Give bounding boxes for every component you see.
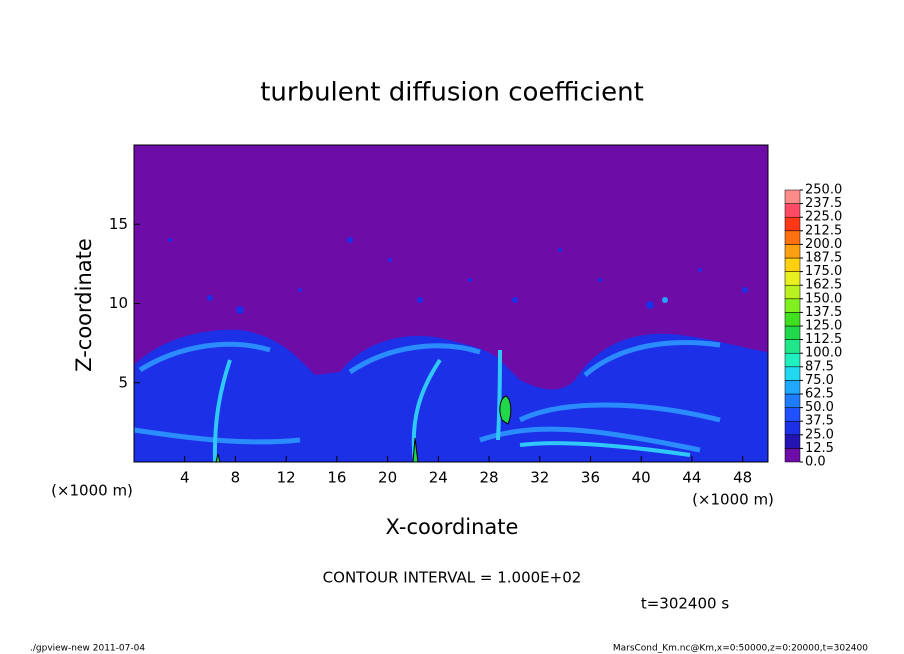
y-tick-label: 10	[109, 294, 128, 312]
colorbar-band	[784, 352, 801, 368]
colorbar-band	[784, 434, 801, 449]
colorbar-band	[784, 189, 801, 204]
y-tick-label: 15	[109, 215, 128, 233]
colorbar-label: 250.0	[805, 183, 842, 198]
x-tick-label: 20	[378, 469, 397, 487]
colorbar-label: 137.5	[805, 305, 842, 320]
y-tick-label: 5	[118, 373, 128, 391]
x-tick-label: 48	[733, 469, 752, 487]
contour-interval: CONTOUR INTERVAL = 1.000E+02	[323, 569, 582, 587]
colorbar-label: 37.5	[805, 414, 834, 429]
field-dots	[168, 237, 748, 314]
x-tick-label: 40	[632, 469, 651, 487]
colorbar-band	[784, 393, 801, 408]
colorbar-label: 62.5	[805, 387, 834, 402]
colorbar-band	[784, 366, 801, 381]
colorbar-band	[784, 312, 801, 327]
time-label: t=302400 s	[641, 595, 729, 613]
colorbar-label: 25.0	[805, 427, 834, 442]
x-tick-label: 24	[429, 469, 448, 487]
colorbar-label: 12.5	[805, 441, 834, 456]
colorbar-label: 162.5	[805, 278, 842, 293]
colorbar-band	[784, 203, 801, 218]
x-tick-label: 4	[180, 469, 190, 487]
colorbar-band	[784, 380, 801, 395]
x-unit-label: (×1000 m)	[692, 491, 774, 509]
colorbar-label: 75.0	[805, 373, 834, 388]
colorbar-band	[784, 244, 801, 259]
colorbar-label: 0.0	[805, 455, 826, 470]
colorbar-band	[784, 271, 801, 286]
colorbar-label: 200.0	[805, 237, 842, 252]
field	[133, 144, 769, 463]
chart-title: turbulent diffusion coefficient	[260, 78, 644, 108]
x-tick-label: 44	[682, 469, 701, 487]
colorbar-band	[784, 325, 801, 340]
x-tick-label: 16	[327, 469, 346, 487]
colorbar-band	[784, 407, 801, 422]
colorbar-band	[784, 257, 801, 272]
footer-right: MarsCond_Km.nc@Km,x=0:50000,z=0:20000,t=…	[613, 644, 868, 654]
colorbar-band	[784, 339, 801, 354]
colorbar-label: 175.0	[805, 264, 842, 279]
footer-left: ./gpview-new 2011-07-04	[30, 644, 145, 654]
colorbar-band	[784, 284, 801, 300]
colorbar-label: 87.5	[805, 359, 834, 374]
colorbar-label: 237.5	[805, 196, 842, 211]
field-region	[134, 329, 768, 462]
x-tick-label: 32	[530, 469, 549, 487]
field-streak	[212, 349, 691, 463]
colorbar-label: 100.0	[805, 346, 842, 361]
colorbar-band	[784, 298, 801, 313]
x-tick-label: 8	[231, 469, 241, 487]
x-tick-label: 28	[479, 469, 498, 487]
y-axis-label: Z-coordinate	[72, 238, 96, 372]
colorbar-band	[784, 448, 801, 463]
field-streak	[133, 340, 721, 453]
x-axis-label: X-coordinate	[386, 515, 519, 539]
colorbar-band	[784, 420, 801, 436]
x-tick-label: 36	[581, 469, 600, 487]
colorbar-label: 225.0	[805, 210, 842, 225]
colorbar-label: 212.5	[805, 223, 842, 238]
colorbar-label: 150.0	[805, 291, 842, 306]
contour	[499, 395, 512, 425]
colorbar-band	[784, 216, 801, 232]
x-unit-label: (×1000 m)	[51, 482, 133, 500]
colorbar-label: 50.0	[805, 400, 834, 415]
colorbar-label: 112.5	[805, 332, 842, 347]
colorbar-band	[784, 230, 801, 245]
colorbar-label: 125.0	[805, 319, 842, 334]
x-tick-label: 12	[277, 469, 296, 487]
colorbar-label: 187.5	[805, 251, 842, 266]
